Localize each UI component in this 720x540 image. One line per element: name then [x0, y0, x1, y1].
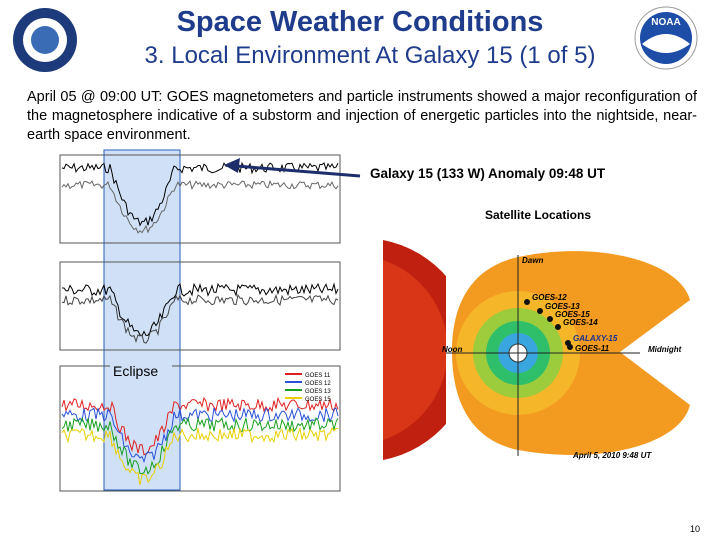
noaa-label: NOAA: [651, 17, 680, 28]
satellite-dot: [524, 299, 530, 305]
noon-label: Noon: [442, 345, 463, 354]
plot-trace: [61, 416, 339, 475]
plot-trace: [62, 282, 339, 337]
dawn-label: Dawn: [522, 256, 543, 265]
subtitle: 3. Local Environment At Galaxy 15 (1 of …: [144, 42, 596, 69]
plot-stack: Eclipse GOES 11 GOES 12 GOES 13 GOES 15: [30, 149, 348, 520]
satellite-label: GOES-12: [532, 293, 567, 302]
title: Space Weather Conditions: [176, 6, 544, 38]
satellite-dot: [537, 308, 543, 314]
satellite-label: GOES-11: [575, 344, 610, 353]
plot-trace: [61, 396, 339, 456]
body-text: April 05 @ 09:00 UT: GOES magnetometers …: [27, 89, 697, 143]
satellite-label: GOES-15: [555, 310, 590, 319]
timestamp: April 5, 2010 9:48 UT: [572, 451, 652, 460]
plot-trace: [61, 293, 339, 344]
page-number: 10: [690, 524, 700, 534]
eclipse-label: Eclipse: [113, 363, 158, 379]
legend-label: GOES 13: [305, 389, 331, 395]
plot-trace: [61, 426, 338, 486]
plot-trace: [61, 179, 339, 234]
satellite-dot: [567, 344, 573, 350]
seal-shield: [31, 26, 59, 54]
plot-trace: [61, 161, 339, 227]
panel-1: [59, 154, 341, 244]
panel-3: [59, 365, 341, 492]
eclipse-shade: [103, 149, 181, 491]
satellite-label: GOES-13: [545, 302, 580, 311]
midnight-label: Midnight: [648, 345, 682, 354]
satellite-dot: [555, 324, 561, 330]
eclipse-label-bg: [110, 362, 172, 380]
satellite-dot: [547, 316, 553, 322]
sun-texture: [383, 260, 448, 440]
figure-title: Satellite Locations: [485, 208, 591, 222]
legend-label: GOES 15: [305, 397, 331, 403]
plot-trace: [61, 407, 339, 464]
arrow-line: [235, 164, 361, 178]
satellite-label: GOES-14: [563, 318, 598, 327]
callout: Galaxy 15 (133 W) Anomaly 09:48 UT: [370, 166, 606, 181]
plot-background: [30, 150, 348, 520]
noaa-bird: [642, 34, 690, 53]
panel-2: [59, 261, 341, 351]
satellite-label: GALAXY-15: [573, 334, 618, 343]
legend-label: GOES 11: [305, 373, 331, 379]
legend-label: GOES 12: [305, 381, 331, 387]
arrow-head: [224, 158, 240, 173]
